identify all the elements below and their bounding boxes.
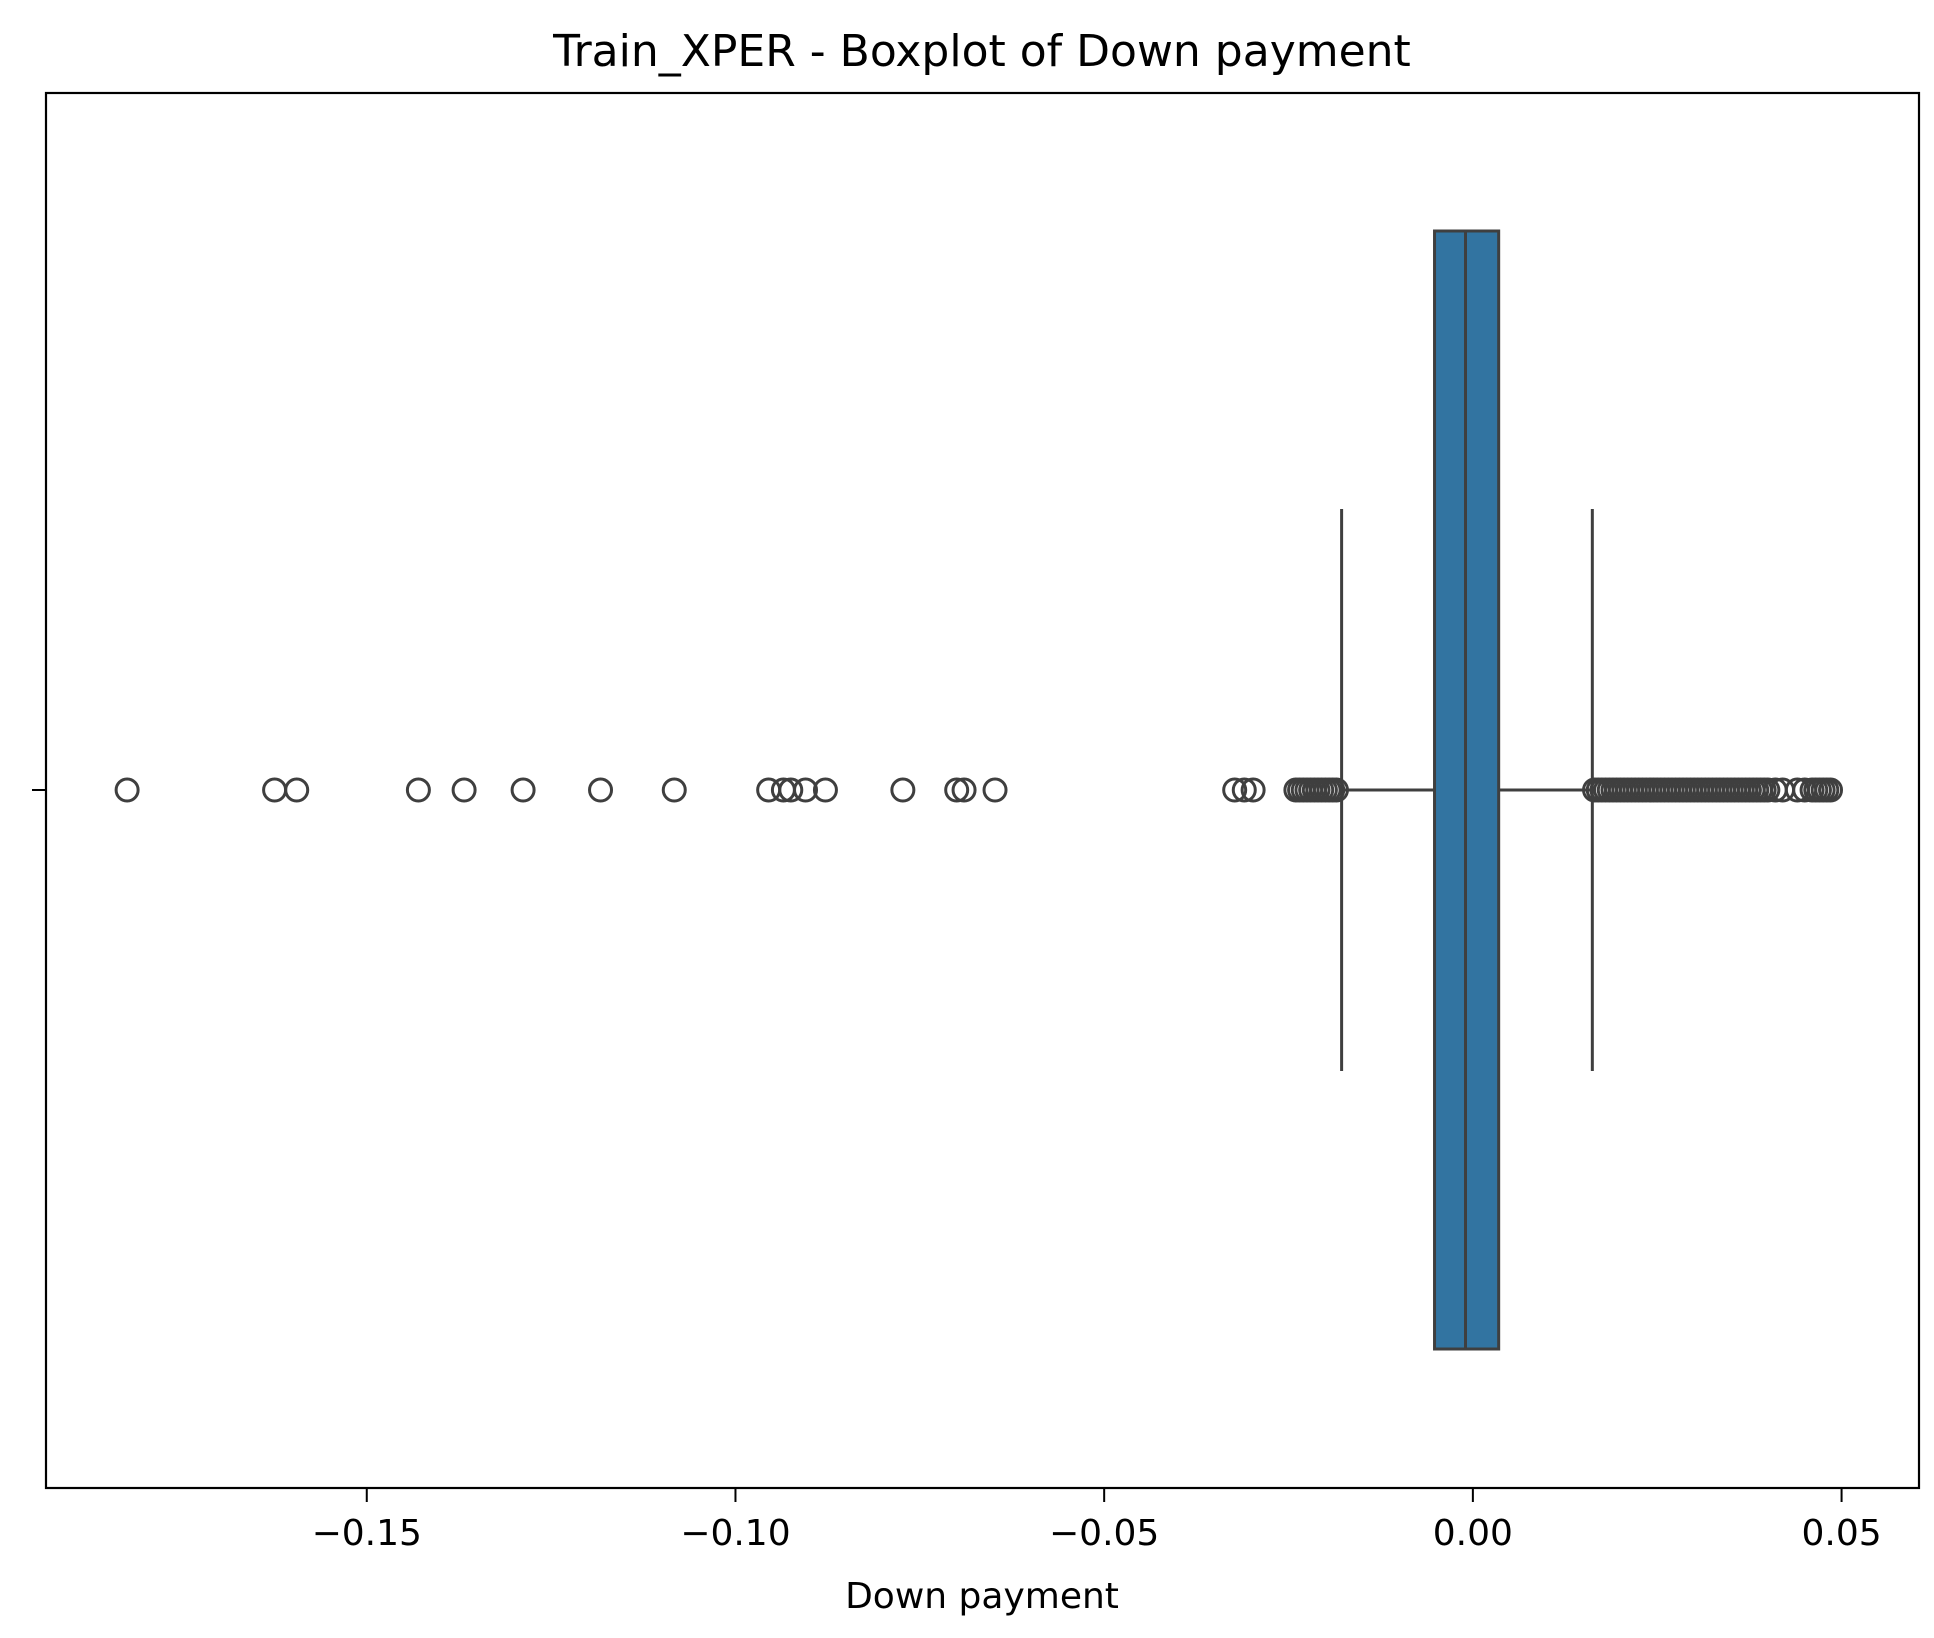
outlier-point: [451, 777, 477, 803]
outlier-point: [661, 777, 687, 803]
outlier-point: [588, 777, 614, 803]
outlier-point: [510, 777, 536, 803]
outlier-point: [1231, 777, 1257, 803]
outlier-point: [114, 777, 140, 803]
x-tick-label: −0.15: [312, 1513, 422, 1554]
outlier-point: [1222, 777, 1248, 803]
x-tick-label: 0.00: [1433, 1513, 1513, 1554]
outlier-point: [778, 777, 804, 803]
outlier-point: [890, 777, 916, 803]
x-tick-label: −0.10: [680, 1513, 790, 1554]
outlier-point: [793, 777, 819, 803]
outlier-point: [262, 777, 288, 803]
x-axis: −0.15 −0.10 −0.05 0.00 0.05: [312, 1488, 1882, 1554]
outlier-point: [951, 777, 977, 803]
x-tick-label: 0.05: [1801, 1513, 1881, 1554]
outlier-point: [812, 777, 838, 803]
outlier-point: [982, 777, 1008, 803]
chart-title: Train_XPER - Boxplot of Down payment: [552, 26, 1411, 77]
outlier-point: [284, 777, 310, 803]
box: [1433, 229, 1501, 1351]
outlier-point: [1323, 777, 1349, 803]
outlier-point: [1755, 777, 1781, 803]
outlier-point: [1240, 777, 1266, 803]
outlier-point: [1818, 777, 1844, 803]
outlier-point: [944, 777, 970, 803]
x-axis-label: Down payment: [845, 1576, 1119, 1617]
outliers: [114, 777, 1844, 803]
outlier-point: [405, 777, 431, 803]
x-tick-label: −0.05: [1049, 1513, 1159, 1554]
